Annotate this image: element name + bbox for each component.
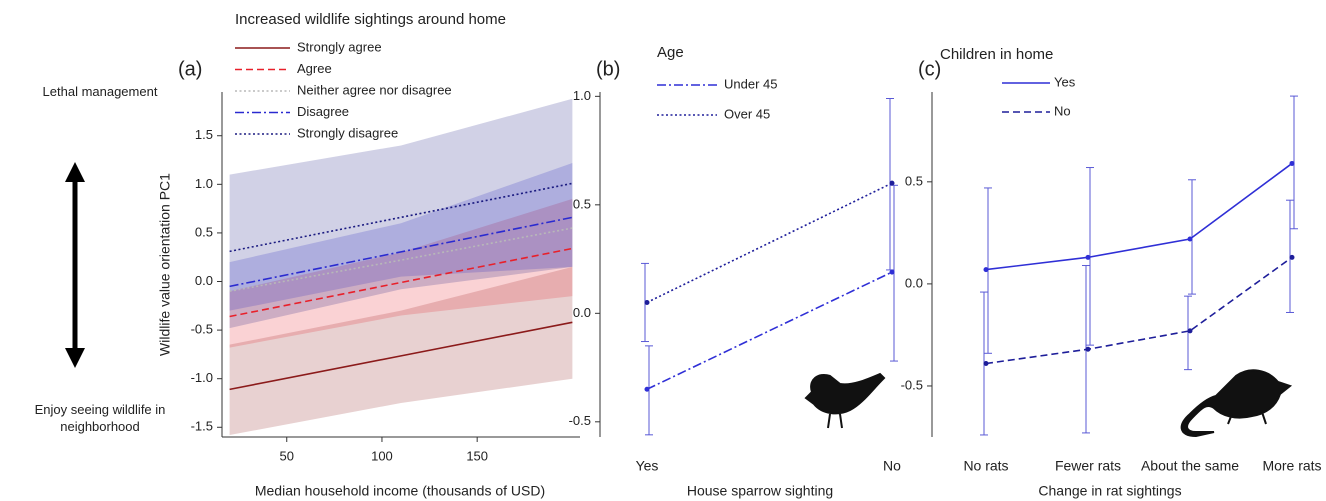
series-line — [985, 162, 1293, 271]
point — [889, 180, 895, 186]
confidence-band — [229, 98, 573, 329]
x-tick-label: No — [883, 458, 901, 474]
point — [1289, 254, 1295, 260]
annotation: Lethal management — [42, 84, 158, 99]
point — [644, 299, 650, 305]
point — [983, 361, 989, 367]
confidence-band — [229, 266, 573, 436]
y-tick-label: -0.5 — [191, 322, 213, 337]
legend-label: Disagree — [297, 104, 349, 119]
panel-label: (b) — [596, 58, 620, 80]
y-tick-label: 0.5 — [573, 196, 591, 211]
legend-title: Increased wildlife sightings around home — [235, 11, 506, 28]
y-tick-label: 0.5 — [195, 224, 213, 239]
y-tick-label: 1.0 — [195, 176, 213, 191]
point — [983, 267, 989, 273]
legend-label: Over 45 — [724, 106, 770, 121]
point — [1085, 346, 1091, 352]
y-tick-label: -1.5 — [191, 419, 213, 434]
point — [1187, 328, 1193, 334]
y-tick-label: -1.0 — [191, 370, 213, 385]
y-axis-title: Wildlife value orientation PC1 — [157, 173, 173, 356]
legend-label: Neither agree nor disagree — [297, 82, 452, 97]
x-tick-label: About the same — [1141, 458, 1239, 474]
y-tick-label: 1.0 — [573, 88, 591, 103]
legend-label: Yes — [1054, 74, 1076, 89]
annotation: Enjoy seeing wildlife in neighborhood — [34, 402, 166, 434]
point — [889, 269, 895, 275]
x-tick-label: More rats — [1262, 458, 1321, 474]
point — [644, 386, 650, 392]
bird-silhouette — [804, 372, 886, 429]
legend-title: Children in home — [940, 46, 1053, 63]
series-line — [646, 271, 893, 390]
series-line — [229, 247, 573, 318]
legend-label: Agree — [297, 61, 332, 76]
x-tick-label: 50 — [280, 448, 294, 463]
point — [1085, 254, 1091, 260]
x-axis-title: Median household income (thousands of US… — [255, 483, 545, 499]
y-tick-label: 0.5 — [905, 173, 923, 188]
x-axis-title: Change in rat sightings — [1038, 483, 1181, 499]
y-tick-label: 0.0 — [573, 305, 591, 320]
series-line — [985, 256, 1293, 365]
legend-label: Strongly agree — [297, 39, 382, 54]
series-line — [229, 321, 573, 391]
y-tick-label: 0.0 — [905, 275, 923, 290]
series-line — [229, 216, 573, 288]
x-tick-label: No rats — [963, 458, 1008, 474]
y-tick-label: -0.5 — [569, 413, 591, 428]
legend-label: No — [1054, 103, 1071, 118]
y-tick-label: -0.5 — [901, 377, 923, 392]
rat-silhouette — [1180, 369, 1293, 438]
x-tick-label: 150 — [466, 448, 488, 463]
point — [1289, 160, 1295, 166]
x-tick-label: 100 — [371, 448, 393, 463]
x-axis-title: House sparrow sighting — [687, 483, 833, 499]
x-tick-label: Fewer rats — [1055, 458, 1121, 474]
legend-label: Strongly disagree — [297, 125, 398, 140]
y-tick-label: 0.0 — [195, 273, 213, 288]
legend-title: Age — [657, 44, 684, 61]
panel-label: (a) — [178, 58, 202, 80]
panel-label: (c) — [918, 58, 941, 80]
y-tick-label: 1.5 — [195, 127, 213, 142]
confidence-band — [229, 198, 573, 348]
legend-label: Under 45 — [724, 76, 777, 91]
point — [1187, 236, 1193, 242]
series-line — [646, 182, 893, 304]
x-tick-label: Yes — [636, 458, 659, 474]
